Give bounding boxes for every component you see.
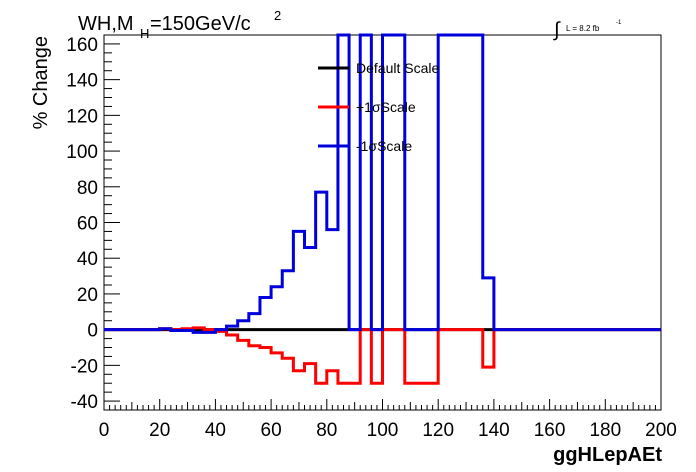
y-tick-label: 60 [77,214,98,235]
title-superscript: 2 [274,8,281,23]
title-rest: =150GeV/c [150,13,251,35]
axis-ticks: 0 20 40 60 80 100 120 140 160 180 200 -40 -20 0 20 40 60… [66,34,677,441]
y-tick-label: 140 [66,71,98,92]
series-line [104,326,661,385]
y-tick-label: -20 [71,356,98,377]
y-tick-label: 80 [77,178,98,199]
series-line [104,33,661,334]
series-group [104,33,661,385]
legend-label: +1σScale [356,99,416,115]
x-tick-label: 140 [478,420,510,441]
lumi-superscript: -1 [616,20,622,26]
legend-label: -1σScale [356,138,412,154]
x-tick-label: 100 [367,420,399,441]
y-tick-label: 20 [77,285,98,306]
y-tick-label: 0 [87,321,98,342]
y-tick-label: 100 [66,142,98,163]
title-subscript: H [140,26,149,41]
integral-sign: ∫ [553,19,561,41]
x-tick-label: 40 [205,420,226,441]
y-tick-label: 120 [66,106,98,127]
y-tick-label: -40 [71,392,98,413]
legend-label: Default Scale [356,60,439,76]
y-axis-label: % Change [30,36,52,129]
y-tick-label: 40 [77,249,98,270]
x-tick-label: 200 [645,420,677,441]
x-tick-label: 20 [149,420,170,441]
x-tick-label: 160 [534,420,566,441]
legend: Default Scale +1σScale -1σScale [318,60,439,154]
x-tick-label: 60 [261,420,282,441]
x-axis-label: ggHLepAEt [553,444,662,466]
title-main: WH,M [78,13,134,35]
y-tick-label: 160 [66,35,98,56]
x-tick-label: 80 [316,420,337,441]
x-tick-label: 120 [422,420,454,441]
x-tick-label: 0 [99,420,110,441]
x-tick-label: 180 [589,420,621,441]
lumi-label: L = 8.2 fb [566,24,600,33]
